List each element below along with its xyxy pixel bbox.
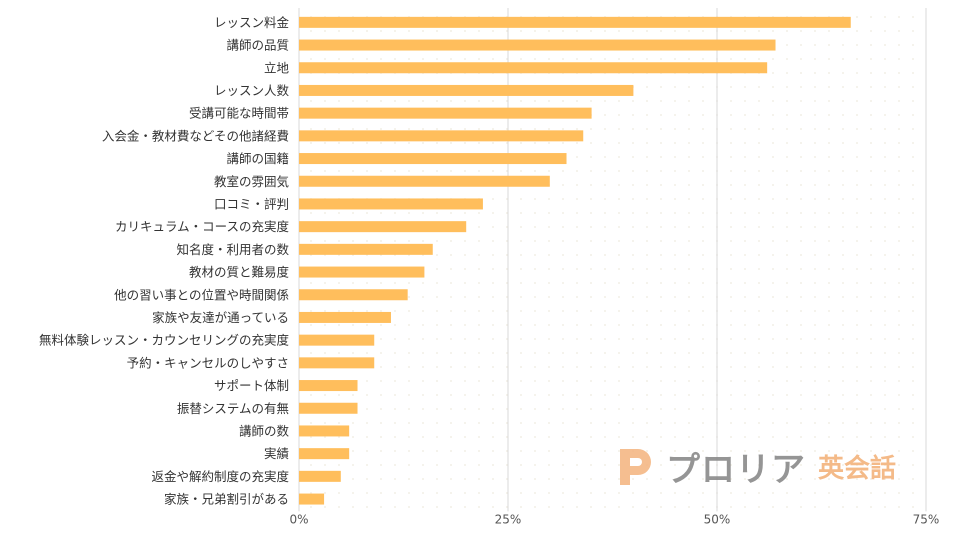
category-label: 口コミ・評判 [214,196,289,211]
category-label: レッスン料金 [214,15,290,30]
logo-brand-text: プロリア [666,450,806,490]
bar [299,175,550,187]
category-label: 講師の品質 [226,38,289,53]
bar [299,470,341,482]
logo-sub-text: 英会話 [818,454,897,484]
bar [299,380,358,392]
bar [299,266,425,278]
bar [299,39,776,51]
logo-mark-icon [620,448,651,485]
bar [299,289,408,301]
x-tick-label: 50% [704,512,731,526]
category-label: 知名度・利用者の数 [176,242,289,257]
bar [299,84,634,96]
bar [299,402,358,414]
plot-background [299,8,926,512]
bar [299,16,851,28]
category-label: 無料体験レッスン・カウンセリングの充実度 [39,333,290,348]
category-label: 講師の数 [239,423,290,438]
bar [299,448,350,460]
category-label: 受講可能な時間帯 [189,106,289,121]
category-label: 他の習い事との位置や時間関係 [114,287,289,302]
category-label: 教室の雰囲気 [214,174,289,189]
category-label: レッスン人数 [214,83,290,98]
category-label: 講師の国籍 [226,151,289,166]
watermark-logo: プロリア 英会話 [616,442,896,491]
category-label: 予約・キャンセルのしやすさ [127,355,289,370]
category-label: 立地 [264,60,290,75]
category-label: 振替システムの有無 [177,401,289,416]
bar [299,198,483,210]
bar [299,425,350,437]
bar [299,357,375,369]
bar [299,493,325,505]
bar [299,153,567,165]
bar [299,221,467,233]
category-label: サポート体制 [214,378,289,393]
x-tick-label: 25% [495,512,522,526]
bar [299,107,592,119]
x-tick-label: 75% [913,512,940,526]
category-label: 家族や友達が通っている [152,310,289,325]
category-label: 返金や解約制度の充実度 [151,469,289,484]
category-label: 実績 [264,446,289,461]
bar [299,311,391,323]
bar [299,243,433,255]
bar [299,130,584,142]
bar [299,62,768,74]
category-label: 家族・兄弟割引がある [164,492,289,507]
category-label: カリキュラム・コースの充実度 [115,219,290,234]
category-label: 入会金・教材費などその他諸経費 [102,128,289,143]
x-tick-label: 0% [289,512,308,526]
category-label: 教材の質と難易度 [189,265,290,280]
bar [299,334,375,346]
